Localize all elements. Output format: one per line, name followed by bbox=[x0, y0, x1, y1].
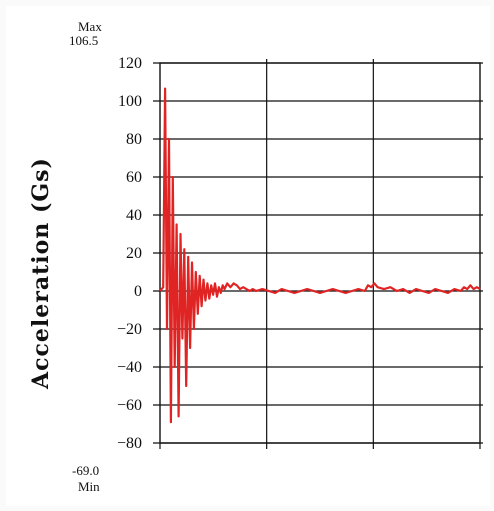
y-tick-label: −60 bbox=[117, 397, 142, 414]
y-tick-label: 80 bbox=[126, 131, 142, 148]
chart-panel bbox=[6, 6, 490, 506]
y-tick-label: 120 bbox=[118, 55, 142, 72]
y-tick-label: 20 bbox=[126, 245, 142, 262]
series bbox=[159, 87, 481, 424]
y-tick-label: 40 bbox=[126, 207, 142, 224]
min-label: Min bbox=[78, 479, 100, 494]
y-tick-label: −80 bbox=[117, 435, 142, 452]
y-tick-label: −40 bbox=[117, 359, 142, 376]
series-line bbox=[159, 87, 481, 424]
max-label: Max bbox=[78, 19, 102, 34]
y-tick-labels: 120 100 80 60 40 20 0 −20 −40 −60 −80 bbox=[117, 55, 142, 452]
y-tick-label: 60 bbox=[126, 169, 142, 186]
y-tick-label: 0 bbox=[134, 283, 142, 300]
min-value: -69.0 bbox=[72, 463, 99, 478]
grid bbox=[153, 59, 483, 449]
y-tick-label: 100 bbox=[118, 93, 142, 110]
y-tick-label: −20 bbox=[117, 321, 142, 338]
y-axis-label: Acceleration (Gs) bbox=[28, 157, 54, 390]
max-value: 106.5 bbox=[69, 33, 98, 48]
